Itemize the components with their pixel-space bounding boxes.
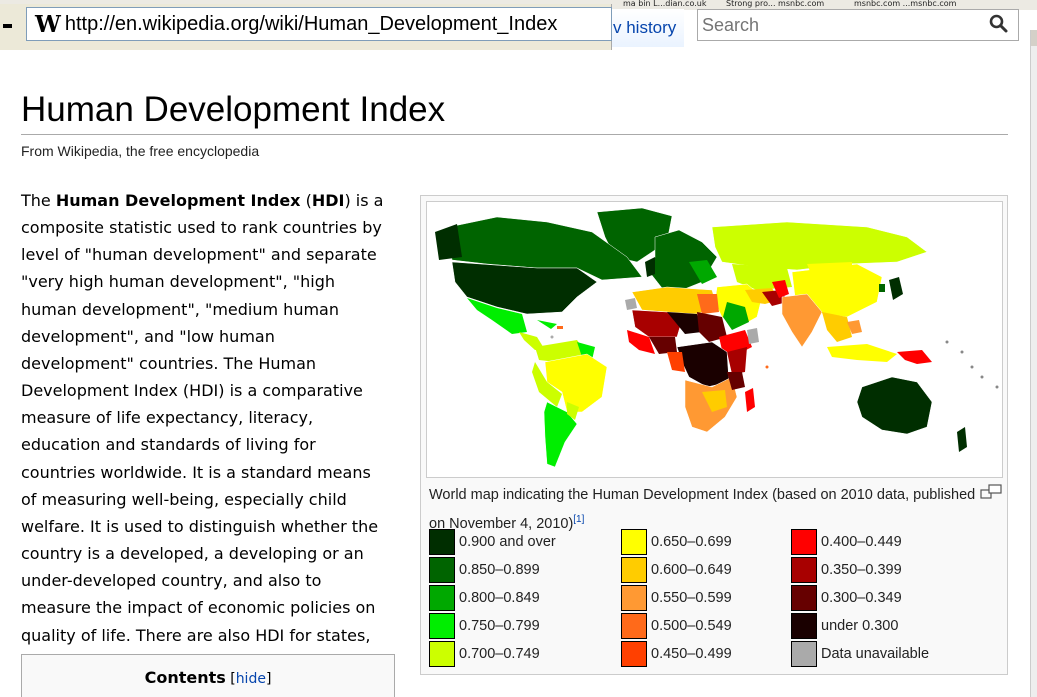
hdi-world-map[interactable] [426, 201, 1003, 478]
caption-text: World map indicating the Human Developme… [429, 487, 976, 532]
toc-title: Contents [144, 668, 226, 687]
site-subtitle: From Wikipedia, the free encyclopedia [21, 143, 260, 159]
intro-bold-abbrev: HDI [311, 191, 345, 210]
address-bar-popup: W http://en.wikipedia.org/wiki/Human_Dev… [0, 4, 612, 50]
legend-label: 0.650–0.699 [651, 534, 732, 550]
intro-text: ( [300, 191, 312, 210]
legend-swatch [429, 641, 455, 667]
search-input[interactable] [702, 11, 982, 39]
legend-label: 0.300–0.349 [821, 590, 902, 606]
legend-swatch [791, 641, 817, 667]
legend-swatch [429, 585, 455, 611]
legend-item: 0.800–0.849 [429, 584, 540, 612]
legend-swatch [621, 529, 647, 555]
search-icon[interactable] [988, 13, 1010, 35]
bookmark-item[interactable]: msnbc.com ...msnbc.com [854, 0, 957, 8]
legend-item: Data unavailable [791, 640, 929, 668]
toc-hide-link[interactable]: hide [235, 671, 266, 687]
bookmark-item[interactable]: Strong pro... msnbc.com [726, 0, 825, 8]
search-box[interactable] [697, 9, 1019, 41]
legend-swatch [791, 557, 817, 583]
intro-bold-term: Human Development Index [55, 191, 301, 210]
legend-label: 0.500–0.549 [651, 618, 732, 634]
legend-label: 0.400–0.449 [821, 534, 902, 550]
legend-swatch [429, 613, 455, 639]
view-history-label: v history [613, 18, 677, 37]
page-title: Human Development Index [21, 88, 1008, 135]
legend-swatch [429, 529, 455, 555]
legend-item: 0.350–0.399 [791, 556, 902, 584]
url-text: http://en.wikipedia.org/wiki/Human_Devel… [64, 12, 558, 35]
legend-item: 0.650–0.699 [621, 528, 732, 556]
toc-bracket: [ [225, 671, 236, 687]
legend-label: 0.600–0.649 [651, 562, 732, 578]
world-map-image [435, 207, 999, 468]
legend-swatch [621, 557, 647, 583]
legend-swatch [791, 585, 817, 611]
legend-item: 0.300–0.349 [791, 584, 902, 612]
legend-item: 0.400–0.449 [791, 528, 902, 556]
legend-swatch [621, 641, 647, 667]
legend-label: 0.550–0.599 [651, 590, 732, 606]
intro-text: ) is a composite statistic used to rank … [21, 191, 384, 697]
legend-label: 0.450–0.499 [651, 646, 732, 662]
map-legend: 0.900 and over 0.850–0.899 0.800–0.849 0… [429, 528, 1004, 668]
legend-item: under 0.300 [791, 612, 898, 640]
legend-swatch [791, 529, 817, 555]
legend-swatch [791, 613, 817, 639]
bookmark-item[interactable]: ma bin L...dian.co.uk [623, 0, 707, 8]
legend-item: 0.850–0.899 [429, 556, 540, 584]
table-of-contents: Contents [hide] [21, 654, 395, 697]
address-field[interactable]: W http://en.wikipedia.org/wiki/Human_Dev… [26, 7, 612, 41]
vertical-scrollbar[interactable] [1030, 30, 1037, 697]
enlarge-icon[interactable] [980, 484, 1002, 500]
legend-item: 0.450–0.499 [621, 640, 732, 668]
legend-item: 0.600–0.649 [621, 556, 732, 584]
legend-label: 0.850–0.899 [459, 562, 540, 578]
legend-label: Data unavailable [821, 646, 930, 662]
legend-item: 0.500–0.549 [621, 612, 732, 640]
legend-label: 0.700–0.749 [459, 646, 540, 662]
legend-swatch [621, 613, 647, 639]
reference-link[interactable]: [1] [573, 514, 585, 525]
map-figure: World map indicating the Human Developme… [420, 195, 1008, 675]
legend-label: 0.900 and over [459, 534, 556, 550]
legend-item: 0.750–0.799 [429, 612, 540, 640]
map-caption: World map indicating the Human Developme… [429, 484, 989, 536]
intro-paragraph: The Human Development Index (HDI) is a c… [21, 187, 391, 697]
legend-label: 0.350–0.399 [821, 562, 902, 578]
scroll-up-arrow[interactable] [1031, 30, 1037, 46]
tab-view-history[interactable]: v history [608, 9, 685, 47]
legend-label: under 0.300 [821, 618, 899, 634]
legend-swatch [621, 585, 647, 611]
dash-icon [3, 24, 12, 28]
legend-label: 0.750–0.799 [459, 618, 540, 634]
legend-item: 0.900 and over [429, 528, 556, 556]
legend-label: 0.800–0.849 [459, 590, 540, 606]
wikipedia-w-icon: W [35, 10, 61, 38]
legend-swatch [429, 557, 455, 583]
legend-item: 0.550–0.599 [621, 584, 732, 612]
legend-item: 0.700–0.749 [429, 640, 540, 668]
intro-text: The [21, 191, 56, 210]
toc-bracket: ] [265, 671, 272, 687]
